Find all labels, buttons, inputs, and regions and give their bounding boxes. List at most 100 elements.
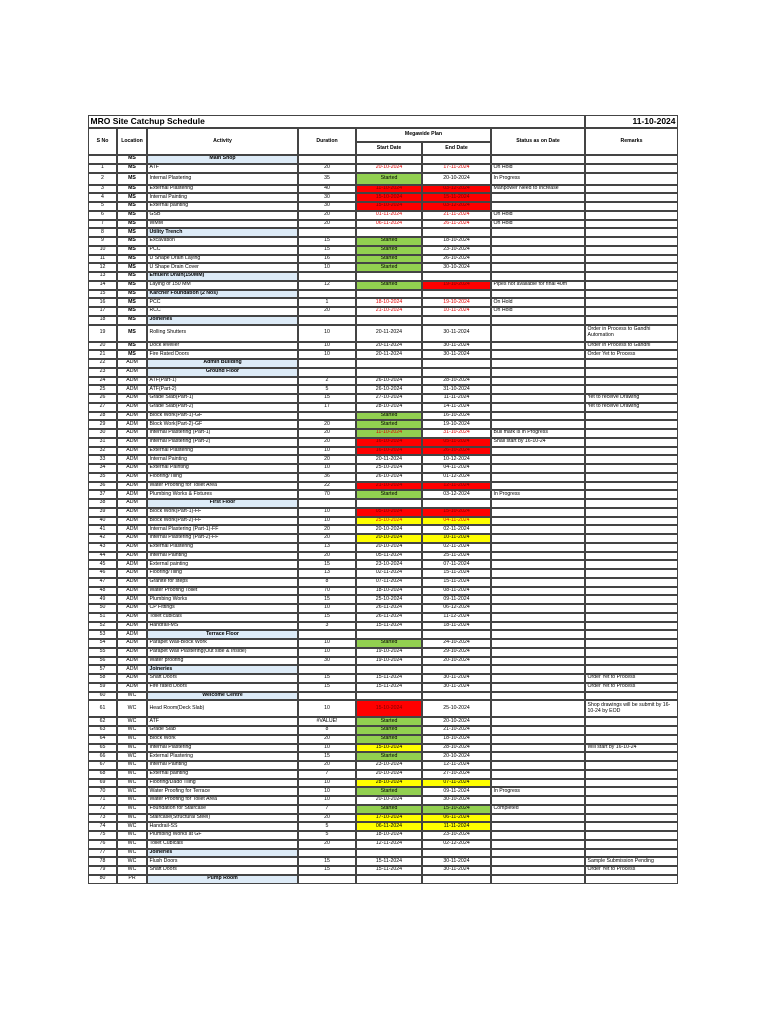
sno-cell: 10 — [88, 245, 117, 255]
remarks-cell — [585, 315, 678, 325]
activity-cell: ATF — [147, 717, 298, 726]
end-date-cell: 21-11-2024 — [422, 210, 491, 220]
location-cell: MS — [117, 315, 147, 325]
activity-cell: Water Proofing Toilet — [147, 586, 298, 596]
sno-cell: 77 — [88, 848, 117, 858]
sno-cell: 65 — [88, 743, 117, 753]
start-date-cell — [356, 367, 422, 377]
duration-cell: 20 — [298, 813, 356, 823]
end-date-cell: 08-11-2024 — [422, 586, 491, 596]
start-date-cell — [356, 272, 422, 281]
start-date-cell: Started — [356, 752, 422, 761]
remarks-cell — [585, 813, 678, 823]
activity-cell: Plumbing Works — [147, 595, 298, 604]
location-cell: WC — [117, 866, 147, 875]
end-date-cell: 12-11-2024 — [422, 481, 491, 491]
end-date-cell — [422, 272, 491, 281]
sno-cell: 2 — [88, 172, 117, 185]
location-cell: ADM — [117, 455, 147, 464]
location-cell: ADM — [117, 560, 147, 569]
sno-cell: 54 — [88, 639, 117, 648]
location-cell: ADM — [117, 612, 147, 622]
remarks-cell: Order in Process to Gandhi Automation — [585, 324, 678, 342]
duration-cell: 20 — [298, 420, 356, 429]
location-cell: ADM — [117, 604, 147, 613]
sno-cell: 41 — [88, 525, 117, 534]
end-date-cell: 26-11-2024 — [422, 219, 491, 229]
start-date-cell: 25-10-2024 — [356, 516, 422, 526]
sno-cell: 46 — [88, 569, 117, 578]
status-cell — [491, 813, 585, 823]
start-date-cell: Started — [356, 263, 422, 272]
status-cell — [491, 604, 585, 613]
status-cell — [491, 193, 585, 202]
duration-cell: 10 — [298, 700, 356, 718]
activity-cell: Internal Plastering (Part-2) — [147, 437, 298, 447]
status-cell — [491, 665, 585, 674]
location-cell: ADM — [117, 586, 147, 596]
duration-cell: 20 — [298, 761, 356, 770]
duration-cell: 15 — [298, 682, 356, 692]
duration-cell — [298, 155, 356, 164]
sno-cell: 47 — [88, 577, 117, 587]
activity-cell: ATF(Part-1) — [147, 376, 298, 386]
remarks-cell — [585, 298, 678, 307]
activity-cell: Plumbing Works at GF — [147, 831, 298, 840]
status-cell: On Hold — [491, 298, 585, 307]
location-cell: ADM — [117, 367, 147, 377]
end-date-cell: 07-11-2024 — [422, 778, 491, 788]
status-cell — [491, 272, 585, 281]
start-date-cell: 06-11-2024 — [356, 219, 422, 229]
duration-cell: 20 — [298, 734, 356, 744]
sno-cell: 4 — [88, 193, 117, 202]
duration-cell: #VALUE! — [298, 717, 356, 726]
location-cell: ADM — [117, 402, 147, 412]
duration-cell: 10 — [298, 778, 356, 788]
start-date-cell: 26-10-2024 — [356, 472, 422, 482]
location-cell: MS — [117, 202, 147, 211]
subgroup-heading: Joineries — [147, 315, 298, 325]
end-date-cell: 18-11-2024 — [422, 621, 491, 631]
start-date-cell: Started — [356, 787, 422, 796]
status-cell — [491, 612, 585, 622]
remarks-cell — [585, 630, 678, 639]
status-cell — [491, 630, 585, 639]
status-cell — [491, 464, 585, 473]
sno-cell: 16 — [88, 298, 117, 307]
location-cell: MS — [117, 193, 147, 202]
end-date-cell: 04-11-2024 — [422, 516, 491, 526]
duration-cell: 10 — [298, 743, 356, 753]
start-date-cell: Started — [356, 172, 422, 185]
sno-cell: 58 — [88, 674, 117, 683]
remarks-cell: Order in Process to Gandhi — [585, 341, 678, 351]
location-cell: WC — [117, 778, 147, 788]
status-cell — [491, 778, 585, 788]
status-cell — [491, 359, 585, 368]
activity-cell: Plumbing Works & Fixtures — [147, 490, 298, 499]
activity-cell: Grade Slab — [147, 726, 298, 735]
remarks-cell: Will start by 16-10-24 — [585, 743, 678, 753]
activity-cell: Grade Slab(Part-1) — [147, 394, 298, 403]
status-cell — [491, 691, 585, 701]
status-cell — [491, 726, 585, 735]
sno-cell: 38 — [88, 499, 117, 508]
duration-cell: 10 — [298, 446, 356, 456]
activity-cell: External Plastering — [147, 184, 298, 194]
remarks-cell — [585, 796, 678, 805]
end-date-cell — [422, 289, 491, 299]
status-cell — [491, 446, 585, 456]
end-date-cell — [422, 359, 491, 368]
location-cell: ADM — [117, 411, 147, 421]
remarks-cell — [585, 367, 678, 377]
duration-cell: 20 — [298, 219, 356, 229]
remarks-cell — [585, 446, 678, 456]
status-cell — [491, 831, 585, 840]
location-cell: PR — [117, 874, 147, 884]
activity-cell: Flooring/Tiling — [147, 472, 298, 482]
end-date-cell — [422, 665, 491, 674]
status-cell — [491, 595, 585, 604]
sno-cell: 61 — [88, 700, 117, 718]
end-date-cell — [422, 367, 491, 377]
start-date-cell: 20-10-2024 — [356, 796, 422, 805]
start-date-cell: 15-11-2024 — [356, 857, 422, 866]
